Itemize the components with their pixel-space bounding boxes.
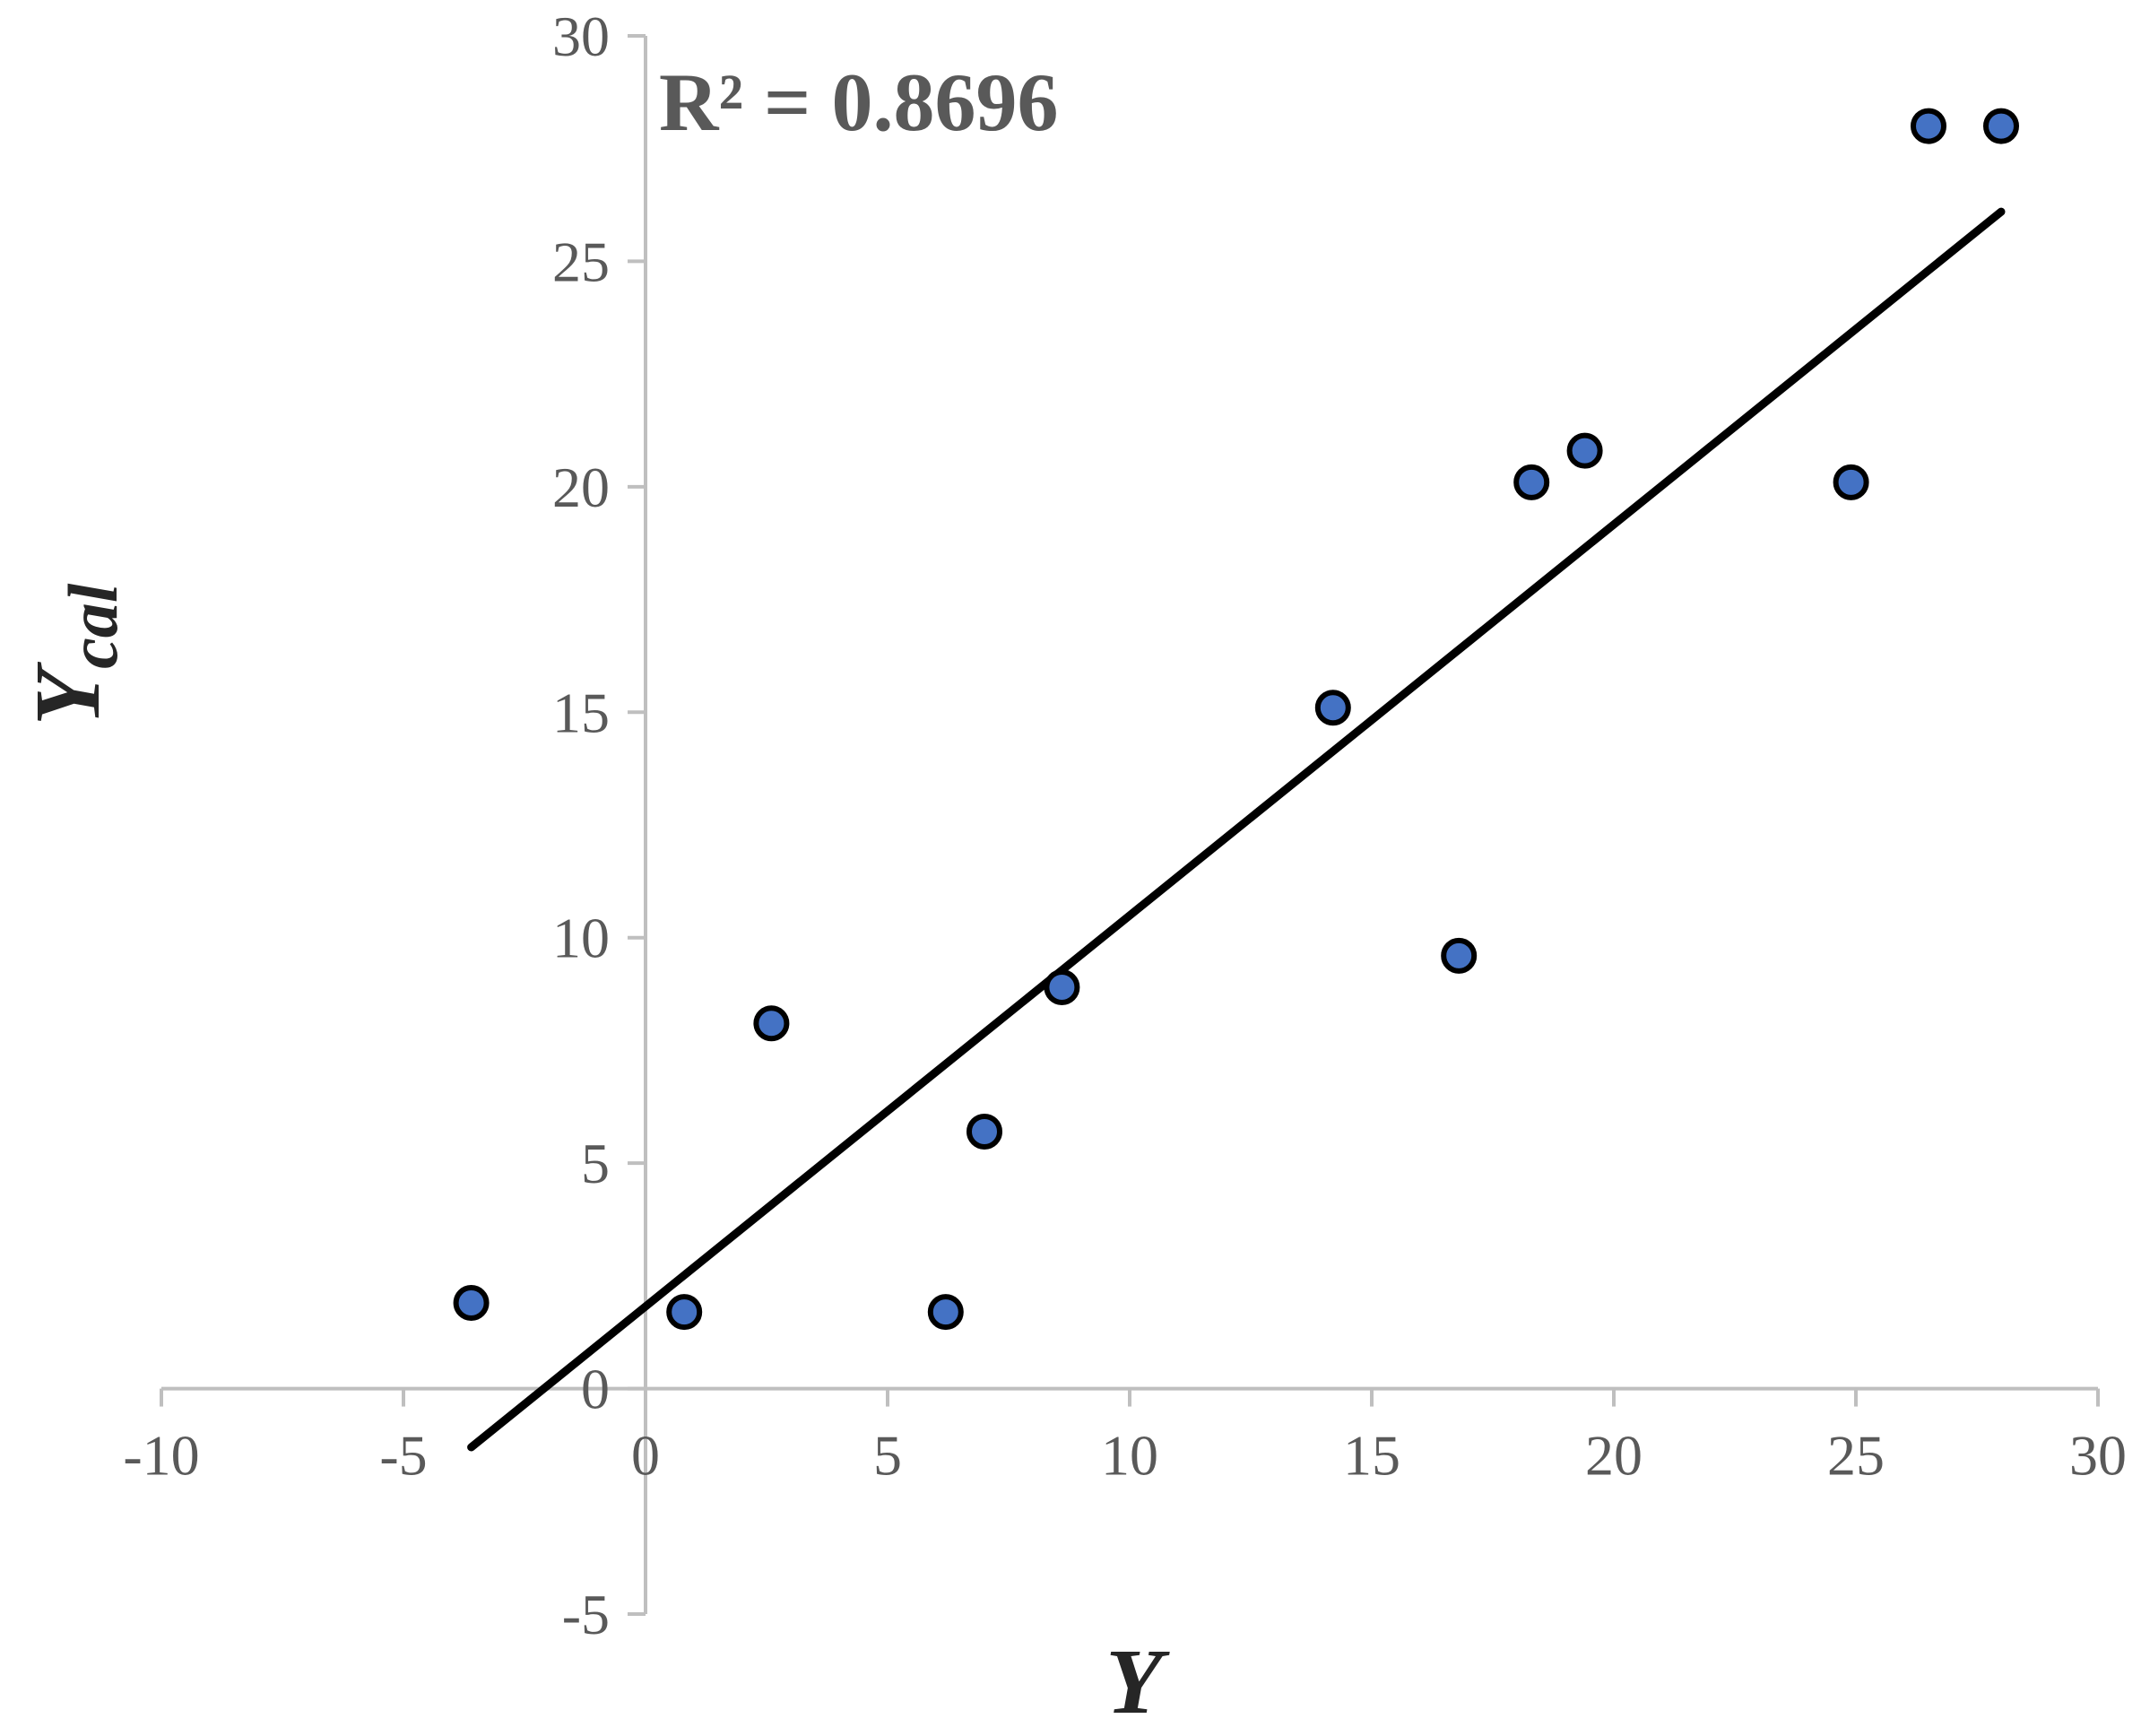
r-squared-annotation: R² = 0.8696 [659,56,1058,148]
x-tick-label: 15 [1343,1424,1400,1488]
x-tick-label: 10 [1101,1424,1158,1488]
y-tick-label: 25 [552,230,610,293]
data-point [1983,108,2019,144]
data-point [966,1113,1002,1150]
x-tick-label: 30 [2069,1424,2127,1488]
data-point [1044,969,1080,1006]
x-tick-label: 25 [1827,1424,1885,1488]
data-point [1441,937,1478,974]
data-point [1314,690,1351,726]
data-point [1513,464,1550,500]
y-tick-label: 10 [552,907,610,970]
x-axis-ticks: -10 -5 0 5 10 15 20 25 30 [123,1388,2127,1488]
x-tick-label: 5 [873,1424,902,1488]
y-axis-title: Ycal [16,583,132,725]
data-point [666,1294,703,1331]
data-point [1911,108,1946,144]
x-tick-label: 0 [631,1424,660,1488]
y-axis-title-subscript: cal [54,583,132,669]
trendline [467,207,2006,1452]
svg-text:Ycal: Ycal [16,583,132,725]
y-tick-label: -5 [562,1583,610,1646]
data-point [753,1005,790,1042]
data-points [453,108,2019,1331]
y-tick-label: 5 [581,1132,610,1195]
y-tick-label: 30 [552,4,610,68]
data-point [927,1294,964,1331]
x-tick-label: -5 [379,1424,427,1488]
data-point [1566,432,1603,469]
data-point [453,1285,490,1322]
y-tick-label: 15 [552,681,610,744]
y-tick-label: 20 [552,456,610,519]
y-axis-title-main: Y [16,661,119,725]
x-tick-label: -10 [123,1424,199,1488]
data-point [1833,464,1869,500]
x-tick-label: 20 [1585,1424,1643,1488]
y-axis-ticks: -5 0 5 10 15 20 25 30 [552,4,646,1646]
axes [161,36,2098,1614]
trendline-group [467,207,2006,1452]
y-tick-label: 0 [581,1358,610,1421]
x-axis-title: Y [1105,1630,1170,1733]
